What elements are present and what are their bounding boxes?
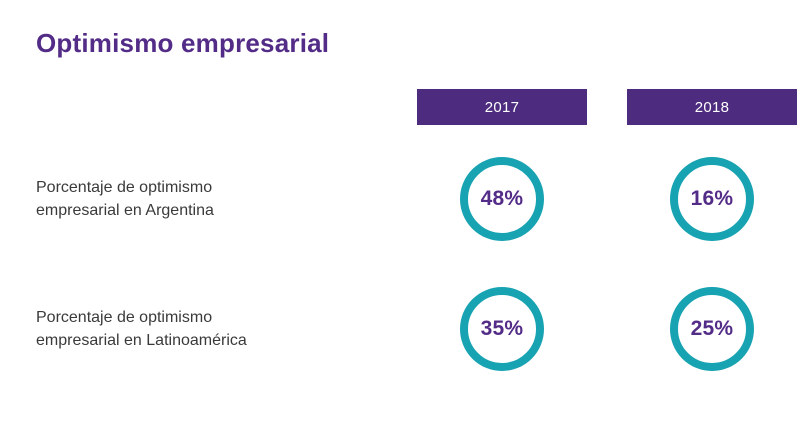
percentage-value: 35% [480,317,524,340]
row-label-latinoamerica: Porcentaje de optimismo empresarial en L… [36,308,247,349]
percentage-circle: 48% [460,157,544,241]
row-label-argentina: Porcentaje de optimismo empresarial en A… [36,178,214,219]
page-title: Optimismo empresarial [36,28,330,58]
percentage-circle: 16% [670,157,754,241]
percentage-value: 16% [690,187,734,210]
cell-latinoamerica-2018: 25% [627,287,797,371]
business-optimism-infographic: Optimismo empresarial 2017 2018 Porcenta… [0,28,800,436]
column-header-2018: 2018 [627,89,797,125]
cell-argentina-2017: 48% [417,157,587,241]
column-header-2017: 2017 [417,89,587,125]
cell-argentina-2018: 16% [627,157,797,241]
table-row-argentina: Porcentaje de optimismo empresarial en A… [36,157,800,241]
header-row: 2017 2018 [36,89,800,125]
percentage-circle: 25% [670,287,754,371]
percentage-value: 48% [480,187,524,210]
percentage-circle: 35% [460,287,544,371]
table-row-latinoamerica: Porcentaje de optimismo empresarial en L… [36,287,800,371]
percentage-value: 25% [690,317,734,340]
cell-latinoamerica-2017: 35% [417,287,587,371]
